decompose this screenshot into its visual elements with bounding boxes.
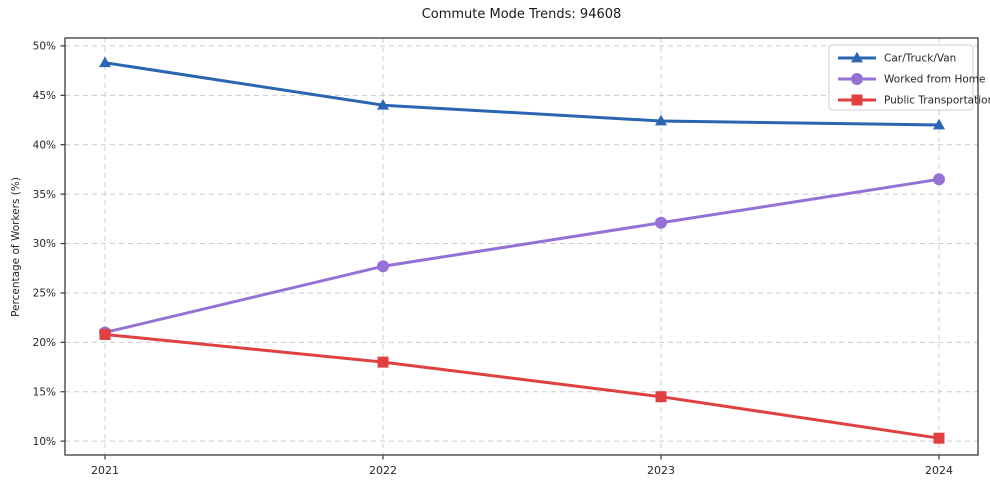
x-tick-label: 2023 xyxy=(647,464,675,477)
series-marker-car-truck-van xyxy=(655,114,667,126)
series-marker-public-transportation xyxy=(99,328,111,340)
series-marker-public-transportation xyxy=(933,432,945,444)
plot-frame xyxy=(64,37,979,456)
legend-label: Public Transportation xyxy=(884,95,990,107)
y-tick-label: 35% xyxy=(33,189,56,201)
x-tick-label: 2024 xyxy=(925,464,953,477)
legend-sample-marker xyxy=(851,94,863,106)
series-line-public-transportation xyxy=(103,332,941,440)
series-marker-worked-from-home xyxy=(655,216,667,229)
legend-sample-marker xyxy=(851,73,863,85)
x-tick-label: 2021 xyxy=(91,464,119,477)
y-tick-label: 25% xyxy=(33,288,56,300)
y-tick-label: 45% xyxy=(33,90,56,102)
y-tick-label: 10% xyxy=(33,436,56,448)
series-line-worked-from-home xyxy=(103,177,941,334)
legend-sample-marker xyxy=(851,51,863,63)
y-tick-label: 20% xyxy=(33,337,56,349)
series-line-car-truck-van xyxy=(103,61,941,127)
series-marker-public-transportation xyxy=(377,356,389,368)
series-marker-car-truck-van xyxy=(377,98,389,110)
y-tick-label: 15% xyxy=(33,386,56,398)
legend-label: Car/Truck/Van xyxy=(884,53,956,65)
x-tick-label: 2022 xyxy=(369,464,397,477)
series-marker-worked-from-home xyxy=(377,260,389,273)
y-tick-label: 50% xyxy=(33,41,56,53)
legend-box xyxy=(828,44,974,111)
series-marker-car-truck-van xyxy=(933,118,945,130)
series-marker-worked-from-home xyxy=(933,173,945,186)
series-marker-public-transportation xyxy=(655,391,667,403)
series-marker-car-truck-van xyxy=(99,56,111,68)
y-tick-label: 40% xyxy=(33,139,56,151)
legend-label: Worked from Home xyxy=(884,74,985,86)
y-tick-label: 30% xyxy=(33,238,56,250)
chart-title: Commute Mode Trends: 94608 xyxy=(421,7,622,22)
